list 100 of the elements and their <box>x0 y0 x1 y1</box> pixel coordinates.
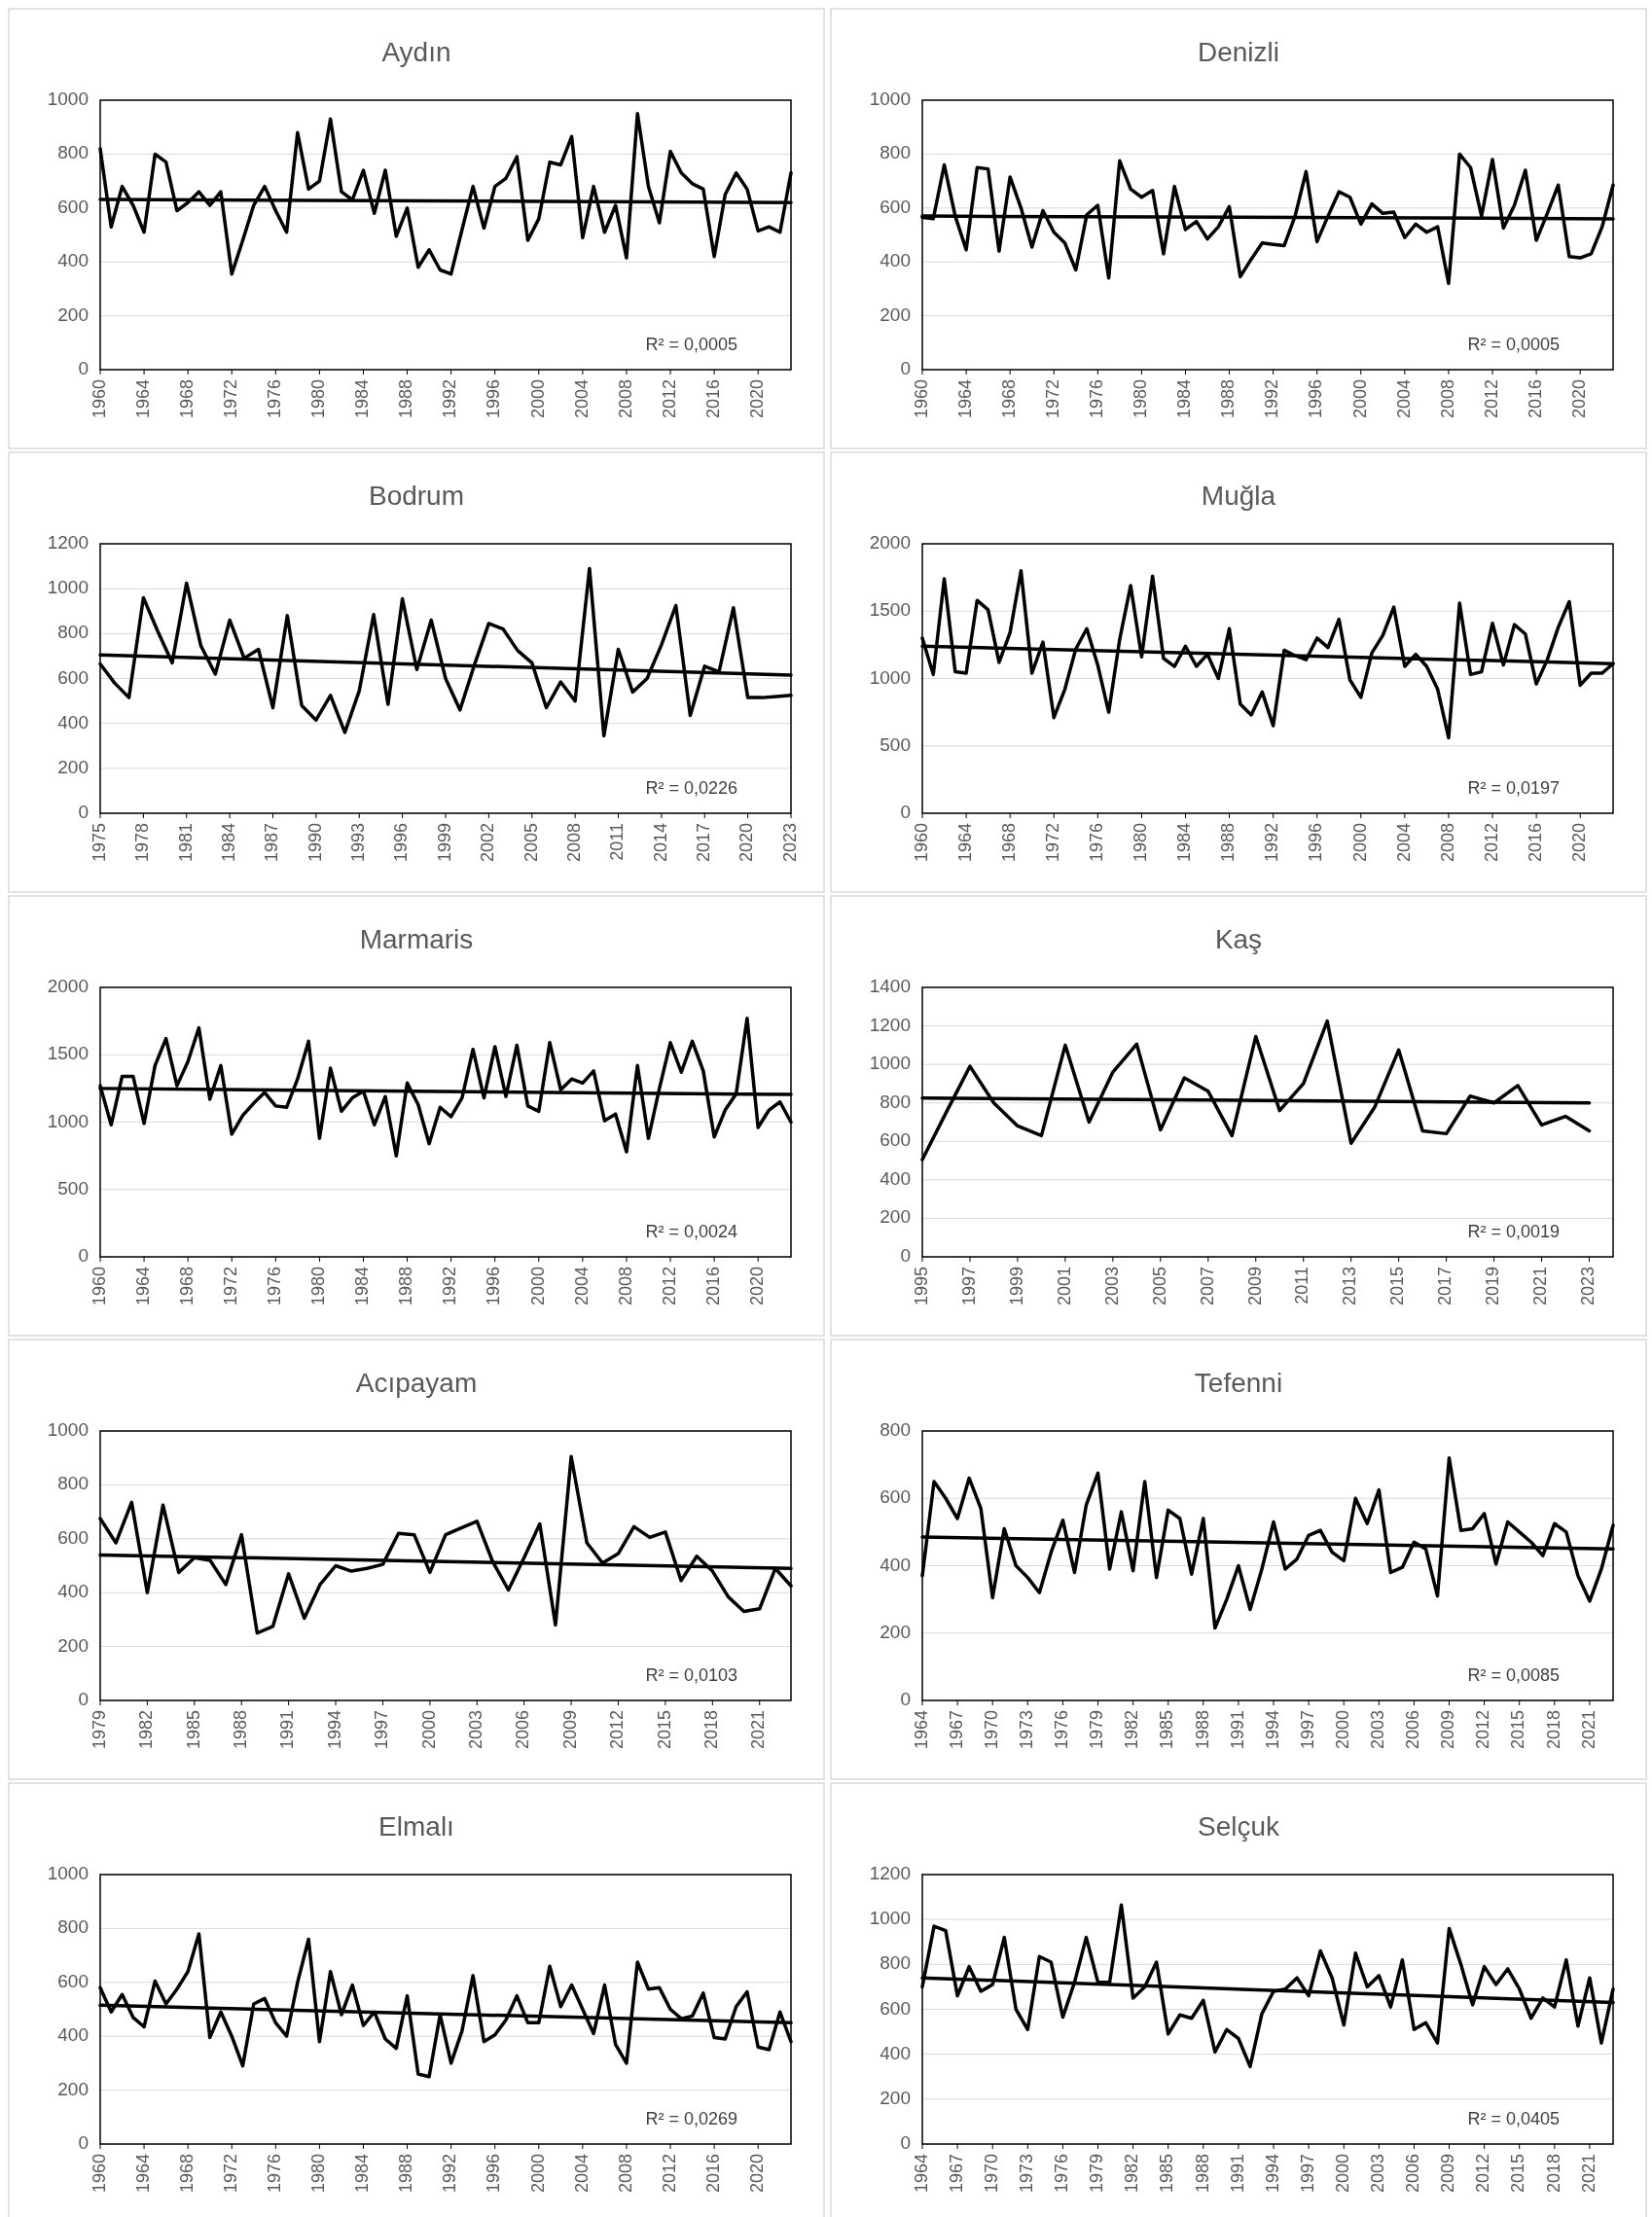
x-tick-label: 1964 <box>954 823 975 863</box>
x-tick-label: 2020 <box>746 2154 767 2194</box>
x-tick-label: 1972 <box>1042 379 1062 419</box>
x-tick-label: 1994 <box>324 1710 344 1750</box>
x-tick-label: 1997 <box>1297 1710 1317 1750</box>
y-tick-label: 200 <box>880 304 911 325</box>
x-tick-label: 1979 <box>89 1710 109 1750</box>
y-tick-label: 800 <box>880 142 911 163</box>
x-tick-label: 1994 <box>1262 2154 1282 2194</box>
y-tick-label: 600 <box>57 666 89 688</box>
x-tick-label: 2011 <box>1292 1267 1312 1305</box>
x-tick-label: 1978 <box>132 823 153 863</box>
x-tick-label: 2016 <box>1525 379 1545 419</box>
x-tick-label: 2007 <box>1197 1267 1217 1306</box>
y-tick-label: 200 <box>57 756 89 777</box>
x-tick-label: 1997 <box>372 1710 392 1750</box>
x-tick-label: 1988 <box>1192 1710 1212 1750</box>
y-tick-label: 1200 <box>47 532 89 554</box>
x-tick-label: 2016 <box>702 379 723 419</box>
x-tick-label: 1992 <box>440 2154 460 2194</box>
x-tick-label: 1984 <box>352 379 373 419</box>
x-tick-label: 1997 <box>958 1267 979 1306</box>
y-tick-label: 600 <box>880 1486 911 1508</box>
y-tick-label: 200 <box>57 1634 89 1656</box>
y-tick-label: 400 <box>57 2024 89 2046</box>
chart-title: Bodrum <box>368 481 465 511</box>
x-tick-label: 2013 <box>1340 1267 1360 1306</box>
x-tick-label: 1996 <box>1306 823 1326 863</box>
chart-title: Tefenni <box>1194 1368 1283 1398</box>
x-tick-label: 2016 <box>1525 823 1545 863</box>
x-tick-label: 2018 <box>1543 2154 1563 2194</box>
x-tick-label: 1976 <box>1052 2154 1072 2194</box>
x-tick-label: 1976 <box>265 2154 285 2194</box>
x-tick-label: 2008 <box>1437 823 1457 863</box>
y-tick-label: 500 <box>880 733 911 755</box>
y-tick-label: 600 <box>57 196 89 217</box>
x-tick-label: 1979 <box>1087 2154 1107 2194</box>
x-tick-label: 2012 <box>1481 823 1501 863</box>
x-tick-label: 2018 <box>1543 1710 1563 1750</box>
x-tick-label: 1999 <box>1006 1267 1026 1306</box>
y-tick-label: 200 <box>57 2078 89 2099</box>
x-tick-label: 2011 <box>607 823 628 861</box>
x-tick-label: 1964 <box>911 1710 931 1750</box>
x-tick-label: 1993 <box>348 823 368 863</box>
x-tick-label: 1981 <box>175 823 196 863</box>
x-tick-label: 1979 <box>1087 1710 1107 1750</box>
x-tick-label: 1964 <box>132 2154 153 2194</box>
x-tick-label: 1960 <box>89 2154 109 2194</box>
y-tick-label: 1500 <box>869 599 911 621</box>
y-tick-label: 0 <box>78 802 89 823</box>
x-tick-label: 2015 <box>1508 2154 1528 2194</box>
x-tick-label: 1960 <box>89 379 109 419</box>
x-tick-label: 1996 <box>484 2154 504 2194</box>
x-tick-label: 1985 <box>1157 2154 1177 2194</box>
y-tick-label: 0 <box>78 2132 89 2154</box>
annotation: R² = 0,0103 <box>645 1665 737 1685</box>
x-tick-label: 2008 <box>615 1267 635 1306</box>
x-tick-label: 2004 <box>571 1267 592 1306</box>
x-tick-label: 1970 <box>981 1710 1001 1750</box>
y-tick-label: 400 <box>57 250 89 271</box>
x-tick-label: 2023 <box>779 823 800 863</box>
y-tick-label: 600 <box>880 1129 911 1151</box>
x-tick-label: 1999 <box>434 823 454 863</box>
annotation: R² = 0,0085 <box>1467 1665 1560 1685</box>
x-tick-label: 2000 <box>418 1710 439 1750</box>
x-tick-label: 1980 <box>308 1267 329 1306</box>
x-tick-label: 1990 <box>305 823 325 863</box>
x-tick-label: 1968 <box>998 823 1019 863</box>
x-tick-label: 2000 <box>1332 1710 1352 1750</box>
x-tick-label: 1976 <box>265 1267 285 1306</box>
y-tick-label: 0 <box>900 2132 911 2154</box>
x-tick-label: 2006 <box>513 1710 533 1750</box>
x-tick-label: 2000 <box>1332 2154 1352 2194</box>
x-tick-label: 2003 <box>466 1710 486 1750</box>
x-tick-label: 2003 <box>1101 1267 1122 1306</box>
x-tick-label: 2017 <box>694 823 713 863</box>
y-tick-label: 1000 <box>869 89 911 110</box>
x-tick-label: 2012 <box>607 1710 628 1750</box>
x-tick-label: 1996 <box>484 1267 504 1306</box>
y-tick-label: 400 <box>880 250 911 271</box>
annotation: R² = 0,0197 <box>1467 778 1560 798</box>
x-tick-label: 1973 <box>1017 2154 1037 2194</box>
x-tick-label: 2019 <box>1483 1267 1503 1306</box>
x-tick-label: 2009 <box>1244 1267 1265 1306</box>
x-tick-label: 1984 <box>1174 379 1195 419</box>
x-tick-label: 1982 <box>136 1710 157 1750</box>
annotation: R² = 0,0269 <box>645 2109 737 2128</box>
x-tick-label: 1972 <box>1042 823 1062 863</box>
x-tick-label: 2004 <box>1393 379 1414 419</box>
x-tick-label: 1985 <box>1157 1710 1177 1750</box>
x-tick-label: 2012 <box>659 2154 679 2194</box>
y-tick-label: 0 <box>900 358 911 379</box>
x-tick-label: 2003 <box>1368 1710 1388 1750</box>
x-tick-label: 1967 <box>946 2154 966 2194</box>
y-tick-label: 600 <box>880 196 911 217</box>
x-tick-label: 1984 <box>352 2154 373 2194</box>
y-tick-label: 1000 <box>47 1110 89 1131</box>
x-tick-label: 2014 <box>650 823 670 863</box>
x-tick-label: 2006 <box>1403 1710 1423 1750</box>
y-tick-label: 2000 <box>869 532 911 554</box>
